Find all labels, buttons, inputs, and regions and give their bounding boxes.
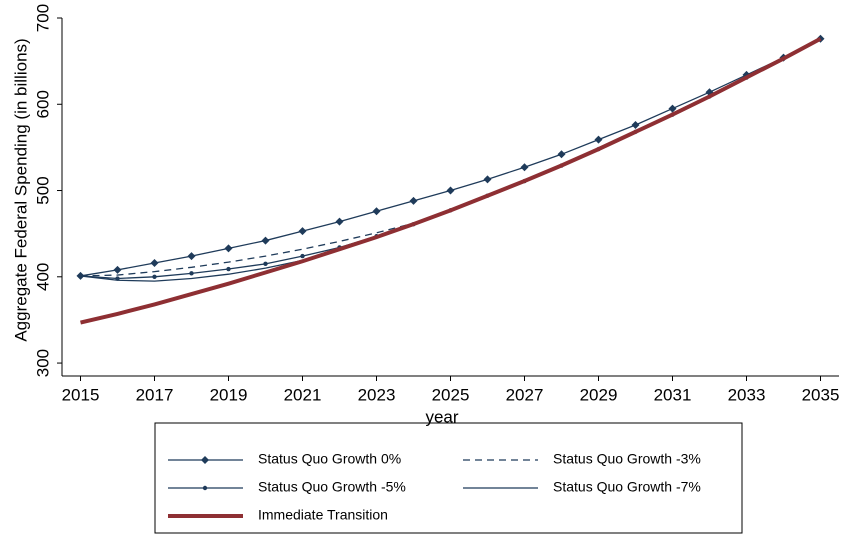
- marker: [300, 253, 305, 259]
- marker: [202, 485, 208, 491]
- marker: [226, 266, 231, 272]
- marker: [446, 186, 455, 195]
- y-tick-label: 300: [33, 349, 52, 377]
- x-tick-label: 2033: [728, 385, 766, 404]
- y-tick-label: 500: [33, 176, 52, 204]
- y-tick-label: 700: [33, 4, 52, 32]
- y-tick-label: 400: [33, 263, 52, 291]
- x-tick-label: 2031: [654, 385, 692, 404]
- series-line: [80, 38, 821, 282]
- marker: [113, 265, 122, 274]
- x-tick-label: 2035: [802, 385, 840, 404]
- marker: [557, 150, 566, 159]
- y-tick-label: 600: [33, 90, 52, 118]
- legend-label: Immediate Transition: [258, 507, 388, 523]
- marker: [152, 274, 157, 279]
- marker: [189, 271, 194, 276]
- x-tick-label: 2019: [210, 385, 248, 404]
- marker: [335, 217, 344, 226]
- x-tick-label: 2017: [136, 385, 174, 404]
- marker: [150, 258, 159, 267]
- marker: [78, 273, 83, 279]
- marker: [483, 175, 492, 184]
- x-tick-label: 2023: [358, 385, 396, 404]
- x-tick-label: 2015: [62, 385, 100, 404]
- marker: [372, 207, 381, 216]
- marker: [594, 135, 603, 144]
- series-line: [80, 38, 821, 280]
- marker: [631, 120, 640, 129]
- marker: [298, 227, 307, 236]
- marker: [520, 163, 529, 172]
- y-axis-label: Aggregate Federal Spending (in billions): [11, 38, 30, 341]
- legend-label: Status Quo Growth -7%: [553, 479, 701, 495]
- legend-label: Status Quo Growth -3%: [553, 451, 701, 467]
- series-line: [80, 36, 822, 325]
- marker: [261, 236, 270, 245]
- marker: [668, 104, 677, 113]
- marker: [224, 244, 233, 253]
- x-tick-label: 2025: [432, 385, 470, 404]
- marker: [409, 196, 418, 205]
- legend-label: Status Quo Growth 0%: [258, 451, 401, 467]
- x-axis-label: year: [425, 407, 458, 426]
- x-tick-label: 2027: [506, 385, 544, 404]
- x-tick-label: 2029: [580, 385, 618, 404]
- marker: [263, 261, 268, 267]
- x-tick-label: 2021: [284, 385, 322, 404]
- marker: [187, 252, 196, 261]
- series-line: [80, 38, 821, 277]
- legend-label: Status Quo Growth -5%: [258, 479, 406, 495]
- series-line: [80, 38, 821, 277]
- marker: [201, 456, 209, 464]
- legend-box: [154, 422, 743, 534]
